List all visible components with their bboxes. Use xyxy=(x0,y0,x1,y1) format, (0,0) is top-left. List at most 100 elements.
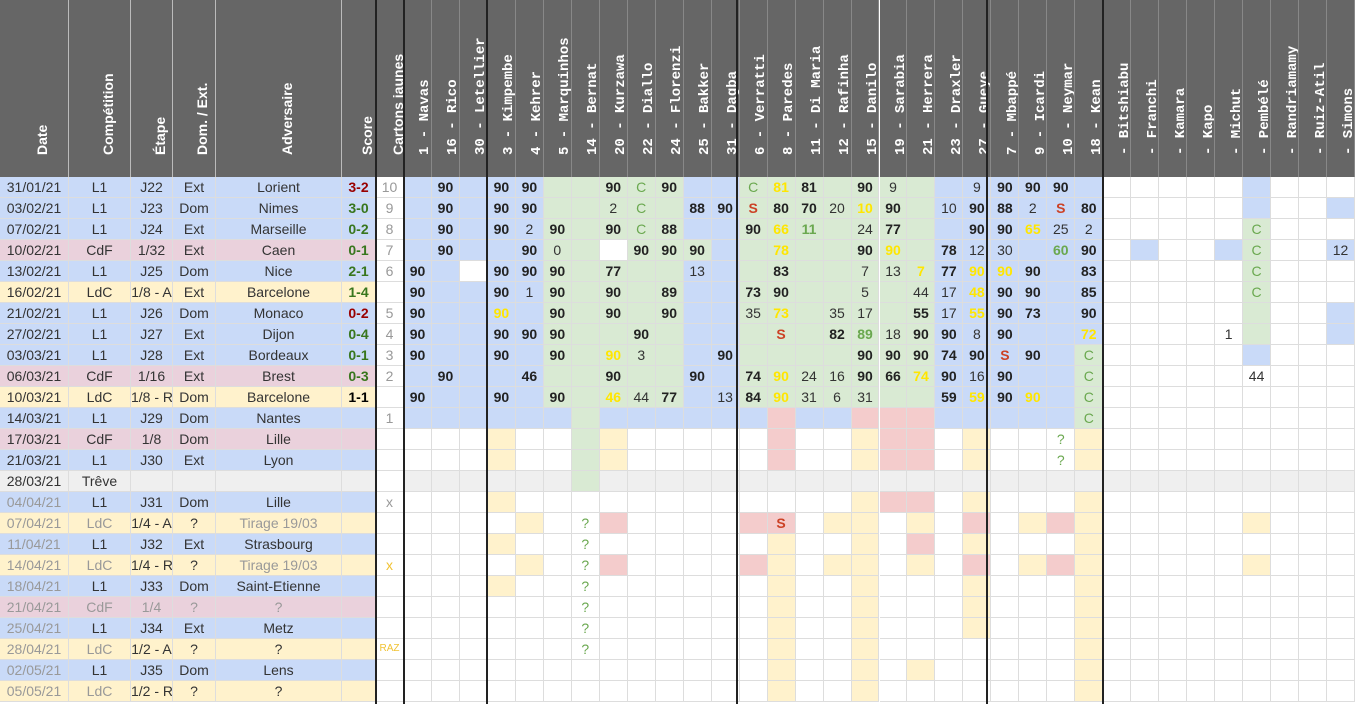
player-cell[interactable] xyxy=(515,492,544,513)
player-cell[interactable] xyxy=(767,618,796,639)
row-date-cell[interactable]: 10/03/21 xyxy=(0,387,69,408)
row-cartons-cell[interactable] xyxy=(376,660,404,681)
player-cell[interactable] xyxy=(1187,408,1216,429)
player-cell[interactable]: 90 xyxy=(879,240,908,261)
player-cell[interactable]: 90 xyxy=(991,324,1020,345)
player-cell[interactable]: 90 xyxy=(627,324,656,345)
player-cell[interactable] xyxy=(739,429,768,450)
player-cell[interactable]: 90 xyxy=(431,240,460,261)
player-cell[interactable] xyxy=(1299,303,1328,324)
player-cell[interactable] xyxy=(935,513,964,534)
player-cell[interactable] xyxy=(627,534,656,555)
player-cell[interactable] xyxy=(459,240,488,261)
player-cell[interactable] xyxy=(627,492,656,513)
player-cell[interactable] xyxy=(907,513,936,534)
player-cell[interactable]: 90 xyxy=(739,219,768,240)
player-cell[interactable] xyxy=(711,681,740,702)
player-cell[interactable]: 90 xyxy=(487,219,516,240)
player-cell[interactable] xyxy=(739,261,768,282)
player-cell[interactable] xyxy=(851,450,880,471)
player-cell[interactable] xyxy=(1103,681,1132,702)
player-cell[interactable] xyxy=(1187,450,1216,471)
row-etape-cell[interactable]: 1/4 - R xyxy=(131,555,173,576)
player-cell[interactable] xyxy=(711,450,740,471)
player-cell[interactable] xyxy=(739,471,768,492)
row-adv-cell[interactable]: Brest xyxy=(216,366,342,387)
player-cell[interactable] xyxy=(571,492,600,513)
player-cell[interactable] xyxy=(683,660,712,681)
player-cell[interactable]: ? xyxy=(571,618,600,639)
row-adv-cell[interactable]: Metz xyxy=(216,618,342,639)
player-cell[interactable]: 12 xyxy=(963,240,992,261)
player-cell[interactable]: 84 xyxy=(739,387,768,408)
column-header-player[interactable]: - Michut xyxy=(1215,0,1244,177)
player-cell[interactable]: 74 xyxy=(935,345,964,366)
player-cell[interactable] xyxy=(1131,576,1160,597)
player-cell[interactable] xyxy=(767,681,796,702)
player-cell[interactable]: 81 xyxy=(795,177,824,198)
player-cell[interactable] xyxy=(1271,429,1300,450)
column-header-player[interactable]: - Kapo xyxy=(1187,0,1216,177)
player-cell[interactable] xyxy=(1047,261,1076,282)
player-cell[interactable] xyxy=(795,261,824,282)
column-header-player[interactable]: 4 - Kehrer xyxy=(515,0,544,177)
player-cell[interactable] xyxy=(1215,240,1244,261)
player-cell[interactable] xyxy=(1103,450,1132,471)
player-cell[interactable] xyxy=(991,597,1020,618)
player-cell[interactable] xyxy=(711,324,740,345)
player-cell[interactable] xyxy=(1075,660,1104,681)
player-cell[interactable] xyxy=(571,261,600,282)
player-cell[interactable]: 90 xyxy=(487,282,516,303)
player-cell[interactable] xyxy=(1131,303,1160,324)
player-cell[interactable] xyxy=(599,660,628,681)
player-cell[interactable] xyxy=(935,177,964,198)
row-domext-cell[interactable]: ? xyxy=(173,555,216,576)
player-cell[interactable] xyxy=(1047,618,1076,639)
player-cell[interactable] xyxy=(711,429,740,450)
player-cell[interactable] xyxy=(1131,639,1160,660)
player-cell[interactable] xyxy=(1103,555,1132,576)
player-cell[interactable]: C xyxy=(627,198,656,219)
player-cell[interactable] xyxy=(515,681,544,702)
row-date-cell[interactable]: 06/03/21 xyxy=(0,366,69,387)
player-cell[interactable] xyxy=(1215,219,1244,240)
player-cell[interactable] xyxy=(1327,408,1355,429)
player-cell[interactable]: 90 xyxy=(683,366,712,387)
row-adv-cell[interactable]: Marseille xyxy=(216,219,342,240)
player-cell[interactable] xyxy=(1327,324,1355,345)
column-header-player[interactable]: 10 - Neymar xyxy=(1047,0,1076,177)
player-cell[interactable]: 90 xyxy=(487,198,516,219)
player-cell[interactable] xyxy=(767,534,796,555)
player-cell[interactable] xyxy=(571,366,600,387)
player-cell[interactable] xyxy=(683,408,712,429)
player-cell[interactable] xyxy=(851,408,880,429)
player-cell[interactable] xyxy=(1299,681,1328,702)
player-cell[interactable]: ? xyxy=(571,639,600,660)
player-cell[interactable]: ? xyxy=(1047,429,1076,450)
player-cell[interactable] xyxy=(571,660,600,681)
player-cell[interactable] xyxy=(404,513,432,534)
player-cell[interactable] xyxy=(1159,618,1188,639)
row-adv-cell[interactable]: Nimes xyxy=(216,198,342,219)
row-adv-cell[interactable]: Lorient xyxy=(216,177,342,198)
player-cell[interactable]: 0 xyxy=(543,240,572,261)
player-cell[interactable] xyxy=(1131,261,1160,282)
player-cell[interactable] xyxy=(1187,240,1216,261)
player-cell[interactable] xyxy=(599,639,628,660)
player-cell[interactable] xyxy=(599,450,628,471)
player-cell[interactable]: 46 xyxy=(599,387,628,408)
player-cell[interactable] xyxy=(515,576,544,597)
player-cell[interactable] xyxy=(1103,177,1132,198)
player-cell[interactable] xyxy=(515,387,544,408)
player-cell[interactable] xyxy=(711,366,740,387)
player-cell[interactable] xyxy=(459,303,488,324)
player-cell[interactable] xyxy=(599,576,628,597)
player-cell[interactable] xyxy=(487,597,516,618)
player-cell[interactable]: 83 xyxy=(767,261,796,282)
player-cell[interactable] xyxy=(1103,240,1132,261)
player-cell[interactable] xyxy=(515,597,544,618)
player-cell[interactable] xyxy=(655,324,684,345)
player-cell[interactable] xyxy=(571,345,600,366)
player-cell[interactable] xyxy=(1019,492,1048,513)
player-cell[interactable] xyxy=(711,240,740,261)
